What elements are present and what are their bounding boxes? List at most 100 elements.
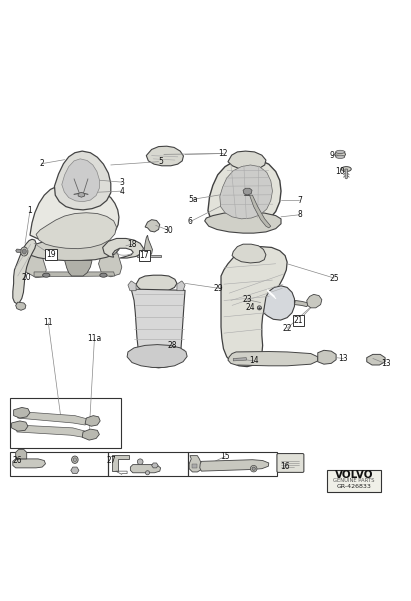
Polygon shape <box>16 450 27 459</box>
Text: 10: 10 <box>335 166 345 175</box>
Text: 13: 13 <box>381 359 391 368</box>
Polygon shape <box>65 260 92 276</box>
Polygon shape <box>103 239 143 258</box>
Text: 15: 15 <box>220 452 230 461</box>
Text: 9: 9 <box>330 151 335 160</box>
Polygon shape <box>13 459 46 468</box>
Polygon shape <box>136 275 177 292</box>
Polygon shape <box>24 239 119 260</box>
Polygon shape <box>228 352 318 366</box>
Polygon shape <box>55 151 111 210</box>
Polygon shape <box>99 246 122 277</box>
Ellipse shape <box>22 249 26 254</box>
Text: 11a: 11a <box>88 334 102 343</box>
Ellipse shape <box>43 273 50 277</box>
Polygon shape <box>243 188 252 195</box>
Ellipse shape <box>145 471 150 475</box>
Ellipse shape <box>100 273 107 277</box>
Polygon shape <box>205 212 281 233</box>
Polygon shape <box>367 355 385 365</box>
Polygon shape <box>233 358 246 361</box>
Polygon shape <box>36 213 116 249</box>
Polygon shape <box>13 239 36 304</box>
Polygon shape <box>318 350 336 364</box>
FancyBboxPatch shape <box>277 454 304 472</box>
Polygon shape <box>17 425 87 438</box>
Polygon shape <box>18 412 89 425</box>
Text: 5: 5 <box>158 157 163 166</box>
Polygon shape <box>189 456 201 472</box>
Text: 17: 17 <box>139 251 149 260</box>
Text: 25: 25 <box>329 273 339 282</box>
Polygon shape <box>220 165 272 219</box>
Polygon shape <box>221 246 287 367</box>
Text: 26: 26 <box>13 456 23 465</box>
Polygon shape <box>71 467 79 474</box>
Polygon shape <box>78 192 85 197</box>
Ellipse shape <box>342 166 351 171</box>
Text: 14: 14 <box>249 356 259 365</box>
Text: 3: 3 <box>119 178 124 187</box>
Polygon shape <box>228 151 266 170</box>
Polygon shape <box>145 220 160 232</box>
Polygon shape <box>244 195 271 228</box>
Polygon shape <box>200 460 269 471</box>
Polygon shape <box>307 294 322 308</box>
Polygon shape <box>177 281 185 291</box>
Polygon shape <box>34 272 115 277</box>
Ellipse shape <box>137 459 143 465</box>
Polygon shape <box>113 455 129 471</box>
Ellipse shape <box>252 467 255 471</box>
Text: 24: 24 <box>246 302 255 311</box>
Polygon shape <box>295 300 308 307</box>
Text: 12: 12 <box>218 149 228 158</box>
Text: 7: 7 <box>297 196 302 205</box>
Text: 21: 21 <box>294 316 303 325</box>
Text: 22: 22 <box>282 324 292 333</box>
Text: 29: 29 <box>214 284 223 293</box>
FancyBboxPatch shape <box>327 470 381 492</box>
Text: 19: 19 <box>46 250 56 259</box>
Text: 30: 30 <box>164 226 173 235</box>
Text: 5a: 5a <box>188 195 198 204</box>
Text: 2: 2 <box>39 159 44 168</box>
Ellipse shape <box>336 150 345 153</box>
Polygon shape <box>146 146 183 166</box>
Ellipse shape <box>21 247 28 256</box>
Ellipse shape <box>73 458 76 462</box>
Text: 27: 27 <box>107 456 116 465</box>
Text: 19: 19 <box>46 250 56 259</box>
Polygon shape <box>208 159 281 230</box>
Polygon shape <box>22 249 46 278</box>
Text: 28: 28 <box>167 341 177 350</box>
Polygon shape <box>128 281 136 291</box>
Polygon shape <box>137 255 161 257</box>
Polygon shape <box>345 169 348 179</box>
Polygon shape <box>16 249 21 252</box>
Polygon shape <box>30 184 119 247</box>
Polygon shape <box>144 235 152 255</box>
Text: GR-426833: GR-426833 <box>337 484 372 489</box>
Polygon shape <box>16 302 26 310</box>
Polygon shape <box>263 286 295 320</box>
Polygon shape <box>192 464 197 468</box>
Polygon shape <box>14 407 30 418</box>
Text: 20: 20 <box>22 273 32 282</box>
Text: 16: 16 <box>280 462 289 471</box>
Text: 4: 4 <box>119 186 124 195</box>
Polygon shape <box>12 421 28 431</box>
Text: VOLVO: VOLVO <box>335 470 373 480</box>
Polygon shape <box>62 159 99 202</box>
Polygon shape <box>335 152 346 157</box>
Polygon shape <box>131 289 185 368</box>
Ellipse shape <box>257 306 261 310</box>
Text: 11: 11 <box>44 319 53 328</box>
Ellipse shape <box>72 456 78 463</box>
Text: 17: 17 <box>139 251 149 260</box>
Polygon shape <box>82 429 99 440</box>
Polygon shape <box>85 416 100 426</box>
Text: 6: 6 <box>187 217 192 226</box>
Polygon shape <box>130 465 161 473</box>
Polygon shape <box>152 463 158 468</box>
Polygon shape <box>127 344 187 367</box>
